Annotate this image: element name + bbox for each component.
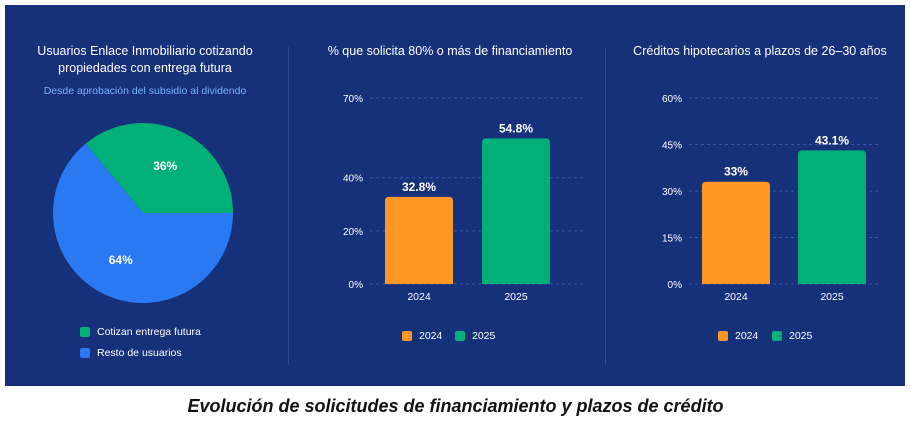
orange-swatch-icon: [402, 331, 412, 341]
x-tick-label: 2024: [407, 291, 431, 303]
x-tick-label: 2025: [820, 291, 844, 303]
pie-chart-subtitle: Desde aprobación del subsidio al dividen…: [43, 85, 247, 97]
bar-value-label: 54.8%: [499, 121, 533, 135]
bar-value-label: 32.8%: [402, 180, 436, 194]
bar-chart-1-title: % que solicita 80% o más de financiamien…: [327, 44, 573, 58]
bar-chart-2: 0% 15% 30% 45% 60% 33% 2024 43.1% 2025: [662, 94, 881, 303]
bar-chart-2-legend-label-2: 2025: [789, 330, 813, 342]
y-tick-label: 30%: [662, 187, 682, 198]
y-tick-label: 60%: [662, 94, 682, 105]
y-tick-label: 0%: [668, 280, 683, 291]
orange-swatch-icon: [718, 331, 728, 341]
infographic-panel: Usuarios Enlace Inmobiliario cotizando p…: [5, 5, 905, 386]
bar-2025: [482, 138, 550, 284]
bar-chart-1-legend-label-2: 2025: [472, 330, 496, 342]
y-tick-label: 0%: [349, 280, 364, 291]
pie-legend-label-1: Cotizan entrega futura: [97, 326, 201, 338]
pie-slice-2: [52, 143, 234, 303]
bar-2024: [702, 181, 770, 284]
y-tick-label: 70%: [343, 94, 363, 105]
y-tick-label: 45%: [662, 141, 682, 152]
blue-swatch-icon: [80, 348, 90, 358]
x-tick-label: 2024: [724, 291, 748, 303]
green-swatch-icon: [455, 331, 465, 341]
y-tick-label: 15%: [662, 234, 682, 245]
section-divider: [288, 47, 289, 365]
bar-2024: [385, 196, 453, 284]
y-tick-label: 20%: [343, 227, 363, 238]
bar-value-label: 33%: [724, 165, 748, 179]
bar-chart-1-legend-item-1: 2024: [402, 330, 442, 342]
figure-caption: Evolución de solicitudes de financiamien…: [187, 396, 724, 416]
green-swatch-icon: [80, 327, 90, 337]
x-tick-label: 2025: [504, 291, 528, 303]
bar-chart-2-title: Créditos hipotecarios a plazos de 26–30 …: [633, 44, 887, 58]
pie-slice-label-1: 36%: [153, 159, 177, 173]
green-swatch-icon: [772, 331, 782, 341]
pie-legend-item-1: Cotizan entrega futura: [80, 326, 201, 338]
bar-chart-1-legend-label-1: 2024: [419, 330, 443, 342]
pie-chart: 36% 64%: [52, 123, 234, 303]
bar-chart-1: 0% 20% 40% 70% 32.8% 2024 54.8% 2025: [343, 94, 585, 303]
bar-chart-1-legend-item-2: 2025: [455, 330, 495, 342]
bar-chart-2-legend-label-1: 2024: [735, 330, 759, 342]
section-divider: [605, 47, 606, 365]
bar-chart-2-legend-item-1: 2024: [718, 330, 758, 342]
pie-legend-item-2: Resto de usuarios: [80, 347, 182, 359]
pie-slice-1: [85, 123, 234, 213]
pie-chart-title: Usuarios Enlace Inmobiliario cotizando p…: [37, 44, 253, 75]
bar-2025: [798, 150, 866, 284]
pie-legend-label-2: Resto de usuarios: [97, 347, 182, 359]
bar-value-label: 43.1%: [815, 133, 849, 147]
bar-chart-2-legend-item-2: 2025: [772, 330, 812, 342]
y-tick-label: 40%: [343, 174, 363, 185]
pie-slice-label-2: 64%: [109, 253, 133, 267]
